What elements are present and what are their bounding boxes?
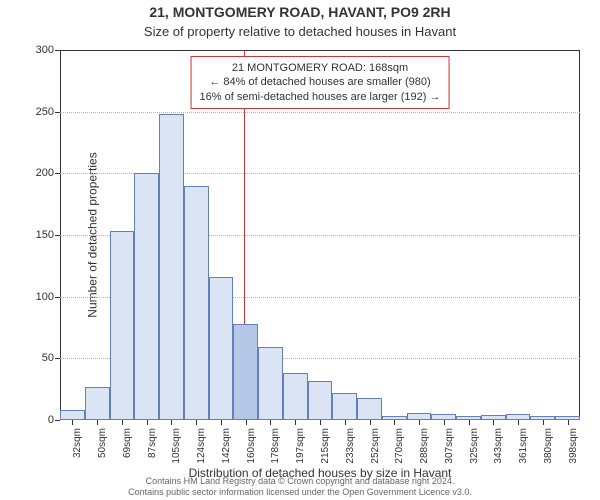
ytick-mark [55,358,60,359]
ytick-mark [55,420,60,421]
xtick-mark [444,420,445,425]
xtick-label: 288sqm [419,428,430,476]
xtick-label: 361sqm [518,428,529,476]
xtick-mark [97,420,98,425]
xtick-label: 142sqm [221,428,232,476]
plot-area: Number of detached properties Distributi… [60,50,580,420]
xtick-label: 50sqm [97,428,108,476]
histogram-bar [209,277,234,420]
xtick-label: 325sqm [469,428,480,476]
xtick-label: 160sqm [246,428,257,476]
histogram-bar [159,114,184,420]
ytick-mark [55,50,60,51]
histogram-bar-highlight [233,324,258,420]
xtick-label: 105sqm [171,428,182,476]
xtick-label: 343sqm [493,428,504,476]
ytick-mark [55,297,60,298]
ytick-label: 300 [36,44,54,56]
xtick-label: 32sqm [72,428,83,476]
ytick-mark [55,235,60,236]
xtick-label: 252sqm [370,428,381,476]
histogram-bar [85,387,110,420]
histogram-bar [283,373,308,420]
histogram-bar [332,393,357,420]
xtick-label: 215sqm [320,428,331,476]
histogram-bar [60,410,85,420]
xtick-mark [270,420,271,425]
ytick-mark [55,173,60,174]
xtick-mark [122,420,123,425]
ytick-label: 100 [36,291,54,303]
xtick-mark [543,420,544,425]
page-title: 21, MONTGOMERY ROAD, HAVANT, PO9 2RH [0,4,600,20]
xtick-label: 398sqm [568,428,579,476]
xtick-label: 233sqm [345,428,356,476]
xtick-mark [295,420,296,425]
annotation-box: 21 MONTGOMERY ROAD: 168sqm ← 84% of deta… [191,56,450,109]
ytick-mark [55,112,60,113]
histogram-bar [357,398,382,420]
xtick-label: 380sqm [543,428,554,476]
annotation-line2: ← 84% of detached houses are smaller (98… [200,75,441,89]
ytick-label: 50 [42,352,54,364]
gridline [60,112,580,113]
xtick-label: 124sqm [196,428,207,476]
xtick-mark [394,420,395,425]
histogram-bar [308,381,333,420]
xtick-mark [171,420,172,425]
xtick-mark [320,420,321,425]
footer-attribution: Contains HM Land Registry data © Crown c… [0,476,600,498]
footer-line1: Contains HM Land Registry data © Crown c… [0,476,600,487]
xtick-mark [518,420,519,425]
histogram-bar [407,413,432,420]
ytick-label: 150 [36,229,54,241]
xtick-label: 197sqm [295,428,306,476]
xtick-label: 178sqm [270,428,281,476]
xtick-label: 69sqm [122,428,133,476]
xtick-label: 307sqm [444,428,455,476]
xtick-mark [72,420,73,425]
ytick-label: 250 [36,106,54,118]
xtick-mark [196,420,197,425]
xtick-mark [221,420,222,425]
xtick-mark [370,420,371,425]
chart-container: 21, MONTGOMERY ROAD, HAVANT, PO9 2RH Siz… [0,0,600,500]
xtick-mark [345,420,346,425]
xtick-mark [419,420,420,425]
ytick-label: 200 [36,167,54,179]
xtick-mark [493,420,494,425]
xtick-mark [568,420,569,425]
annotation-line3: 16% of semi-detached houses are larger (… [200,90,441,104]
histogram-bar [134,173,159,420]
annotation-line1: 21 MONTGOMERY ROAD: 168sqm [200,61,441,75]
xtick-mark [246,420,247,425]
histogram-bar [110,231,135,420]
xtick-mark [147,420,148,425]
histogram-bar [258,347,283,420]
xtick-label: 270sqm [394,428,405,476]
histogram-bar [184,186,209,420]
xtick-label: 87sqm [147,428,158,476]
xtick-mark [469,420,470,425]
ytick-label: 0 [48,414,54,426]
footer-line2: Contains public sector information licen… [0,487,600,498]
chart-subtitle: Size of property relative to detached ho… [0,24,600,39]
